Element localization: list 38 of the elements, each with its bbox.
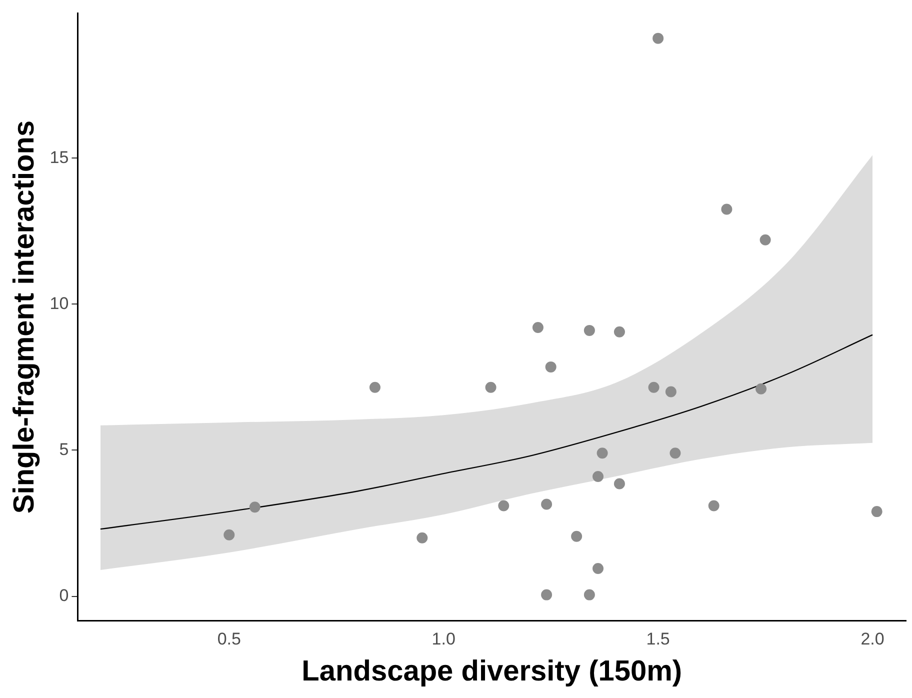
point [670,448,681,459]
point [708,500,720,512]
x-tick-label: 1.5 [646,630,670,649]
point [584,324,595,336]
point [592,563,604,574]
point [596,448,608,459]
point [532,322,544,334]
point [571,530,582,542]
point [541,589,552,600]
point [249,502,260,513]
x-axis-title: Landscape diversity (150m) [302,656,682,688]
point [584,589,595,600]
point [369,382,380,393]
point [614,478,625,490]
y-tick-label: 5 [59,440,69,459]
y-tick-label: 0 [59,586,69,605]
point [485,382,496,393]
point [721,204,732,215]
x-tick-label: 0.5 [217,630,241,649]
y-tick-label: 10 [50,294,69,313]
point [756,383,767,394]
y-axis-title: Single-fragment interactions [8,120,40,514]
point [545,361,556,372]
point [416,532,428,544]
point [614,326,625,338]
point [541,498,552,510]
point [652,32,664,44]
point [224,529,235,540]
x-tick-label: 2.0 [860,630,884,649]
x-tick-label: 1.0 [432,630,456,649]
point [760,234,771,246]
y-tick-label: 15 [50,148,69,167]
point [665,386,676,398]
point [648,382,660,393]
line-series [100,334,874,530]
point [592,470,604,482]
point [498,500,510,512]
point [871,506,882,518]
